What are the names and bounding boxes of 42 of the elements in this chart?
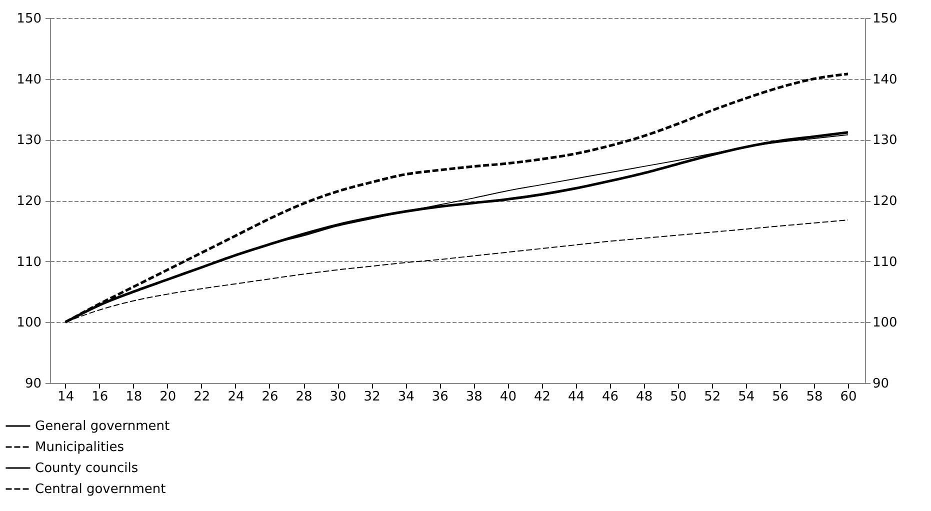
x-tick-label: 28 (296, 390, 312, 404)
y2-tick-label: 90 (872, 376, 890, 392)
x-tick-label: 38 (466, 390, 482, 404)
x-tick-label: 26 (262, 390, 278, 404)
y2-tick-label: 140 (872, 72, 898, 88)
x-tick-label: 22 (194, 390, 210, 404)
x-tick-label: 24 (228, 390, 244, 404)
x-tick-label: 42 (534, 390, 550, 404)
x-tick-label: 60 (840, 390, 857, 404)
x-tick-label: 30 (330, 390, 346, 404)
x-tick-label: 34 (398, 390, 414, 404)
x-tick-label: 52 (704, 390, 721, 404)
x-tick-label: 50 (670, 390, 687, 404)
y-tick-label: 120 (16, 194, 42, 209)
legend-label: Central government (35, 482, 166, 497)
x-tick-label: 40 (500, 390, 516, 404)
y-tick-label: 90 (24, 376, 42, 392)
legend-label: County councils (35, 461, 138, 476)
y2-tick-label: 120 (872, 194, 898, 209)
y2-tick-label: 100 (872, 316, 898, 331)
x-tick-label: 16 (92, 390, 108, 404)
x-tick-label: 14 (58, 390, 74, 404)
y-tick-label: 130 (16, 133, 42, 148)
legend-label: General government (35, 419, 170, 434)
x-tick-label: 20 (160, 390, 176, 404)
x-tick-label: 32 (364, 390, 380, 404)
y2-tick-label: 150 (872, 12, 898, 26)
x-tick-label: 44 (568, 390, 585, 404)
x-tick-label: 18 (126, 390, 142, 404)
x-tick-label: 48 (636, 390, 653, 404)
y2-tick-label: 130 (872, 133, 898, 148)
x-tick-label: 54 (738, 390, 755, 404)
legend-label: Municipalities (35, 440, 124, 455)
x-tick-label: 56 (772, 390, 789, 404)
y-tick-label: 140 (16, 72, 42, 88)
x-tick-label: 58 (806, 390, 823, 404)
y-tick-label: 150 (16, 12, 42, 26)
x-tick-label: 36 (432, 390, 448, 404)
y-tick-label: 110 (16, 254, 42, 270)
y-tick-label: 100 (16, 316, 42, 331)
y2-tick-label: 110 (872, 254, 898, 270)
x-tick-label: 46 (602, 390, 619, 404)
